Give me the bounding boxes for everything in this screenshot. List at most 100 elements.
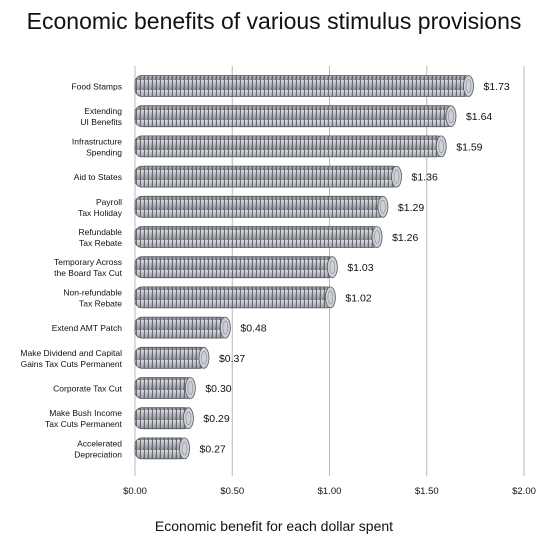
category-label-line: Aid to States <box>74 172 122 182</box>
category-label-line: Tax Holiday <box>78 208 123 218</box>
category-label-line: Corporate Tax Cut <box>53 384 122 394</box>
category-label-line: Non-refundable <box>63 287 122 297</box>
category-label-line: Refundable <box>79 227 123 237</box>
bar-body <box>134 105 455 128</box>
bar-end-coin-rim <box>329 260 336 275</box>
bar-end-coin-rim <box>465 79 472 93</box>
bar-body <box>134 407 192 430</box>
category-label: Temporary Across the Board Tax Cut <box>54 257 123 278</box>
category-label-line: Extend AMT Patch <box>52 323 123 333</box>
bar-body <box>134 135 445 158</box>
bar-body <box>134 75 472 97</box>
bar-body <box>134 286 334 309</box>
category-label-line: Tax Rebate <box>79 298 122 308</box>
category-label-line: Extending <box>84 106 122 116</box>
category-label: Extend AMT Patch <box>52 323 123 333</box>
category-label-line: Gains Tax Cuts Permanent <box>21 359 123 369</box>
category-label: Corporate Tax Cut <box>53 384 122 394</box>
value-label: $0.27 <box>200 443 226 455</box>
value-label: $1.03 <box>347 262 373 274</box>
bar-end-coin <box>435 135 447 158</box>
bar <box>134 195 389 218</box>
bar-body <box>134 226 381 248</box>
category-label-line: Depreciation <box>74 449 122 459</box>
category-label: Non-refundable Tax Rebate <box>63 287 122 308</box>
bar <box>134 256 338 279</box>
bar-end-coin <box>179 437 190 460</box>
bar-end-coin-rim <box>185 411 192 426</box>
bar-end-coin-rim <box>222 320 229 335</box>
bar-end-coin-rim <box>181 441 188 456</box>
value-label: $1.29 <box>398 202 424 214</box>
value-label: $1.36 <box>412 172 438 184</box>
category-label-line: Infrastructure <box>72 136 122 146</box>
bar-end-coin-rim <box>393 169 400 184</box>
bar <box>134 105 457 128</box>
bar-end-coin-rim <box>448 109 454 123</box>
value-label: $1.64 <box>466 111 492 123</box>
category-label: Accelerated Depreciation <box>74 438 122 459</box>
category-label-line: Make Dividend and Capital <box>20 348 122 358</box>
value-label: $0.29 <box>203 413 229 425</box>
bar-end-coin-rim <box>187 381 194 395</box>
bar-end-coin-rim <box>374 230 380 244</box>
category-label-line: Temporary Across <box>54 257 122 267</box>
category-label-line: UI Benefits <box>80 117 122 127</box>
x-tick-label: $1.50 <box>415 486 439 497</box>
category-label-line: Payroll <box>96 197 122 207</box>
category-label: Make Bush Income Tax Cuts Permanent <box>45 408 123 429</box>
bar-end-coin <box>184 377 196 399</box>
bar <box>134 316 231 339</box>
bar-end-coin-rim <box>327 290 334 305</box>
x-tick-label: $2.00 <box>512 486 536 497</box>
chart-title: Economic benefits of various stimulus pr… <box>26 8 522 34</box>
category-label-line: Accelerated <box>77 438 122 448</box>
value-label: $1.73 <box>483 81 509 93</box>
value-label: $0.37 <box>219 353 245 365</box>
bar <box>134 407 194 430</box>
category-label: Make Dividend and Capital Gains Tax Cuts … <box>20 348 122 369</box>
category-label: Payroll Tax Holiday <box>78 197 123 218</box>
bar-body <box>134 195 387 218</box>
category-label: Refundable Tax Rebate <box>79 227 123 248</box>
bar <box>134 75 474 97</box>
bar-end-coin-rim <box>201 350 207 365</box>
bar-end-coin <box>445 105 457 128</box>
x-tick-label: $0.00 <box>123 486 147 497</box>
category-label-line: Spending <box>86 147 122 157</box>
bar <box>134 346 210 369</box>
category-label: Extending UI Benefits <box>80 106 122 127</box>
bar-body <box>134 165 400 188</box>
bar-end-coin <box>219 316 231 339</box>
category-label-line: the Board Tax Cut <box>54 268 123 278</box>
category-label-line: Food Stamps <box>71 82 122 92</box>
bar-end-coin <box>391 165 402 188</box>
bar <box>134 377 196 399</box>
bar-end-coin <box>326 256 338 279</box>
bar-body <box>134 256 336 279</box>
value-label: $0.48 <box>240 323 266 335</box>
bar-body <box>134 316 229 339</box>
bar-end-coin-rim <box>380 200 386 214</box>
bar <box>134 286 336 309</box>
x-tick-label: $0.50 <box>220 486 244 497</box>
bar-end-coin <box>324 286 336 309</box>
bar-end-coin <box>371 226 383 248</box>
value-label: $0.30 <box>205 383 231 395</box>
value-label: $1.59 <box>456 141 482 153</box>
x-tick-label: $1.00 <box>318 486 342 497</box>
bar-body <box>134 346 208 369</box>
value-label: $1.02 <box>345 292 371 304</box>
bar-end-coin <box>463 75 474 97</box>
bar <box>134 437 190 460</box>
category-label: Infrastructure Spending <box>72 136 122 157</box>
bar <box>134 135 447 158</box>
value-label: $1.26 <box>392 232 418 244</box>
x-axis-title: Economic benefit for each dollar spent <box>154 518 394 534</box>
bar-body <box>134 377 194 399</box>
category-label: Food Stamps <box>71 82 122 92</box>
bar-end-coin <box>198 346 210 369</box>
bar-end-coin-rim <box>438 139 445 154</box>
category-label-line: Tax Cuts Permanent <box>45 419 123 429</box>
